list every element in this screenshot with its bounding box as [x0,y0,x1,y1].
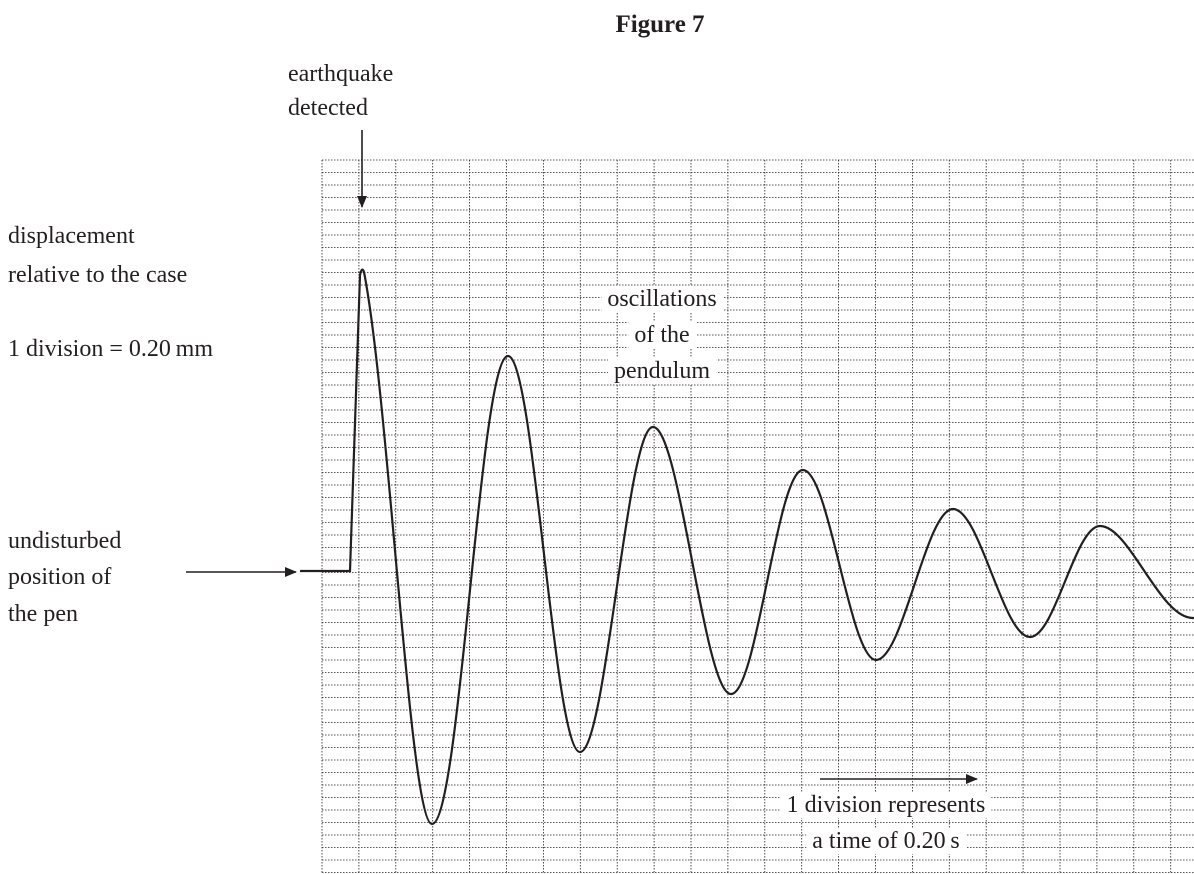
label-bg [601,286,723,312]
displacement-label: 1 division = 0.20 mm [8,336,213,362]
displacement-label: relative to the case [8,262,187,288]
title: Figure 7 [615,11,704,38]
label-bg [628,322,696,348]
graph-paper [321,159,1194,874]
oscillations-label: of the [634,322,689,348]
time-label: a time of 0.20 s [812,828,959,854]
oscillations-label: pendulum [614,358,710,384]
oscillations-label: oscillations [607,286,716,312]
displacement-label: displacement [8,223,135,249]
label-bg [780,792,992,818]
label-bg [608,358,717,384]
earthquake-label: earthquake [288,61,393,87]
undisturbed-label: undisturbed [8,528,121,554]
undisturbed-label: position of [8,564,111,590]
undisturbed-label: the pen [8,601,78,627]
label-bg [806,828,966,854]
trace [300,268,1194,826]
earthquake-label: detected [288,95,368,121]
time-label: 1 division represents [787,792,986,818]
